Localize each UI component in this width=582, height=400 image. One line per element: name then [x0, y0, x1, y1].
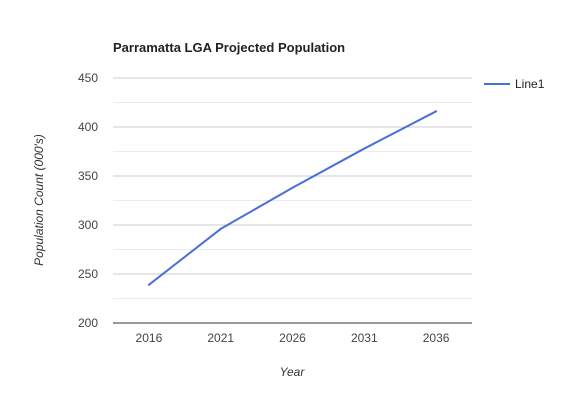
x-tick-label: 2021: [207, 331, 234, 345]
series-lines: [147, 110, 438, 286]
series-line: [147, 110, 438, 286]
chart-title: Parramatta LGA Projected Population: [113, 40, 345, 55]
x-tick-label: 2026: [279, 331, 306, 345]
x-tick-label: 2031: [351, 331, 378, 345]
y-tick-label: 250: [78, 267, 98, 281]
x-tick-label: 2016: [136, 331, 163, 345]
y-tick-label: 450: [78, 71, 98, 85]
legend: Line1: [484, 77, 545, 91]
y-axis-label: Population Count (000's): [32, 134, 46, 266]
gridlines: [113, 77, 472, 324]
y-axis-ticks: 200 250 300 350 400 450: [78, 71, 98, 330]
y-tick-label: 400: [78, 120, 98, 134]
x-axis-label: Year: [280, 365, 306, 379]
y-tick-label: 300: [78, 218, 98, 232]
legend-label: Line1: [515, 77, 545, 91]
y-tick-label: 350: [78, 169, 98, 183]
y-tick-label: 200: [78, 316, 98, 330]
x-axis-ticks: 2016 2021 2026 2031 2036: [136, 331, 450, 345]
x-tick-label: 2036: [423, 331, 450, 345]
